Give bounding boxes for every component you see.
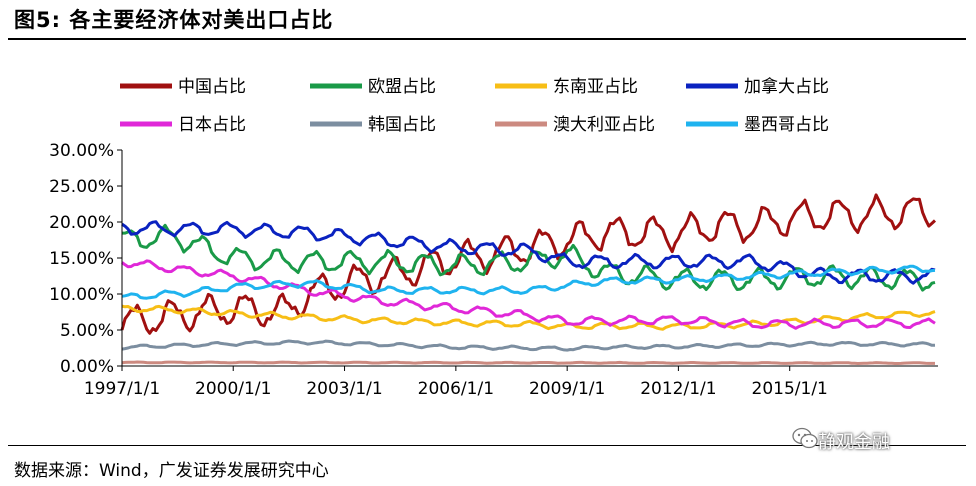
legend-label-3: 加拿大占比 — [744, 76, 829, 97]
x-tick-label: 2003/1/1 — [306, 379, 382, 399]
y-tick-label: 20.00% — [49, 213, 114, 233]
legend-label-6: 澳大利亚占比 — [553, 115, 655, 135]
figure-title: 图5: 各主要经济体对美出口占比 — [14, 8, 334, 32]
y-tick-label: 30.00% — [49, 141, 114, 161]
y-tick-label: 0.00% — [60, 357, 114, 377]
series-layer — [120, 193, 937, 365]
y-tick-label: 10.00% — [49, 285, 114, 305]
x-tick-label: 2015/1/1 — [752, 379, 828, 399]
legend-label-2: 东南亚占比 — [553, 77, 638, 97]
series-line-2 — [121, 304, 936, 331]
x-tick-label: 2009/1/1 — [529, 379, 605, 399]
series-line-5 — [121, 339, 936, 352]
legend-label-4: 日本占比 — [178, 115, 246, 135]
watermark-text: 静观金融 — [818, 432, 890, 453]
wechat-icon — [792, 427, 818, 449]
series-line-7 — [121, 264, 936, 300]
chart-axes: 0.00% 5.00% 10.00% 15.00% 20.00% 25.00% 30.00%… — [49, 141, 938, 399]
series-line-6 — [121, 360, 935, 365]
x-tick-label: 1997/1/1 — [84, 379, 160, 399]
legend-label-1: 欧盟占比 — [368, 77, 436, 97]
legend-label-5: 韩国占比 — [368, 115, 436, 135]
x-tick-label: 2000/1/1 — [195, 379, 271, 399]
series-line-3 — [121, 220, 936, 285]
x-tick-label: 2012/1/1 — [640, 379, 716, 399]
series-line-1 — [122, 223, 936, 292]
y-tick-label: 15.00% — [49, 249, 114, 269]
title-rule — [8, 38, 966, 40]
legend-label-0: 中国占比 — [178, 77, 246, 97]
footer-rule — [8, 445, 966, 446]
y-tick-label: 5.00% — [60, 321, 114, 341]
legend-label-7: 墨西哥占比 — [744, 115, 829, 135]
source-note: 数据来源：Wind，广发证券发展研究中心 — [14, 461, 329, 481]
y-tick-label: 25.00% — [49, 177, 114, 197]
series-line-4 — [121, 259, 936, 330]
x-tick-label: 2006/1/1 — [418, 379, 494, 399]
